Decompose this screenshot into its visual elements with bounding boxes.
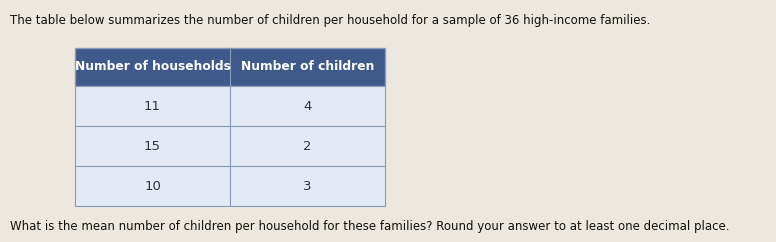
Text: 15: 15 (144, 139, 161, 152)
Bar (75, 166, 230, 206)
Text: Number of children: Number of children (241, 60, 374, 74)
Bar (230, 126, 385, 166)
Bar (75, 48, 385, 86)
Text: 10: 10 (144, 180, 161, 192)
Text: 2: 2 (303, 139, 312, 152)
Text: 4: 4 (303, 99, 312, 113)
Bar (230, 166, 385, 206)
Bar (75, 126, 230, 166)
Text: 3: 3 (303, 180, 312, 192)
Text: The table below summarizes the number of children per household for a sample of : The table below summarizes the number of… (10, 14, 650, 27)
Bar (75, 86, 230, 126)
Text: 11: 11 (144, 99, 161, 113)
Text: Number of households: Number of households (74, 60, 230, 74)
Bar (230, 86, 385, 126)
Text: What is the mean number of children per household for these families? Round your: What is the mean number of children per … (10, 220, 729, 233)
